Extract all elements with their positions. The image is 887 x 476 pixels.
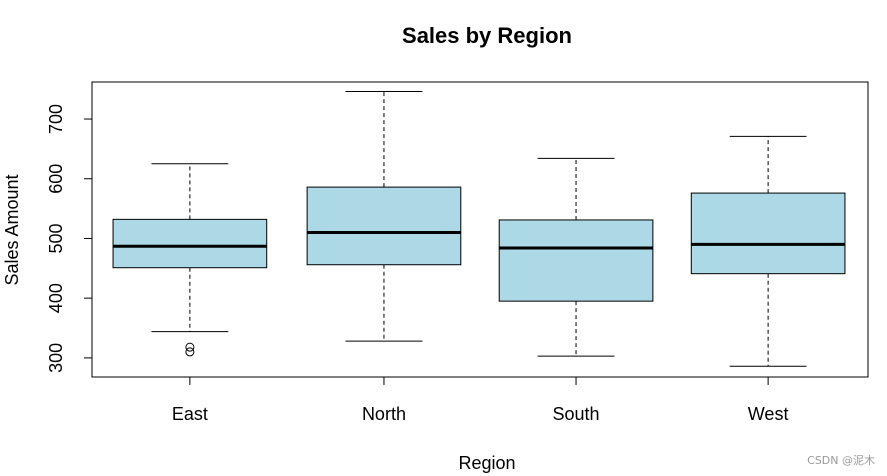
box-south	[498, 157, 654, 357]
box-west	[690, 135, 846, 367]
outlier-point	[185, 347, 195, 357]
y-tick-label: 600	[46, 164, 66, 194]
y-tick-label: 700	[46, 104, 66, 134]
watermark: CSDN @泥木	[807, 454, 875, 467]
x-tick-label-south: South	[553, 404, 600, 424]
y-tick-label: 500	[46, 223, 66, 253]
iqr-box	[498, 219, 654, 302]
box-east	[112, 163, 268, 357]
x-axis-label: Region	[458, 453, 515, 473]
y-axis-label: Sales Amount	[2, 174, 22, 285]
x-tick-label-east: East	[172, 404, 208, 424]
iqr-box	[112, 218, 268, 269]
x-tick-label-north: North	[362, 404, 406, 424]
x-tick-label-west: West	[748, 404, 789, 424]
y-tick-label: 300	[46, 343, 66, 373]
iqr-box	[306, 186, 462, 266]
box-north	[306, 91, 462, 342]
y-tick-label: 400	[46, 283, 66, 313]
outlier-point	[185, 342, 195, 352]
iqr-box	[690, 192, 846, 275]
chart-title: Sales by Region	[402, 23, 572, 48]
